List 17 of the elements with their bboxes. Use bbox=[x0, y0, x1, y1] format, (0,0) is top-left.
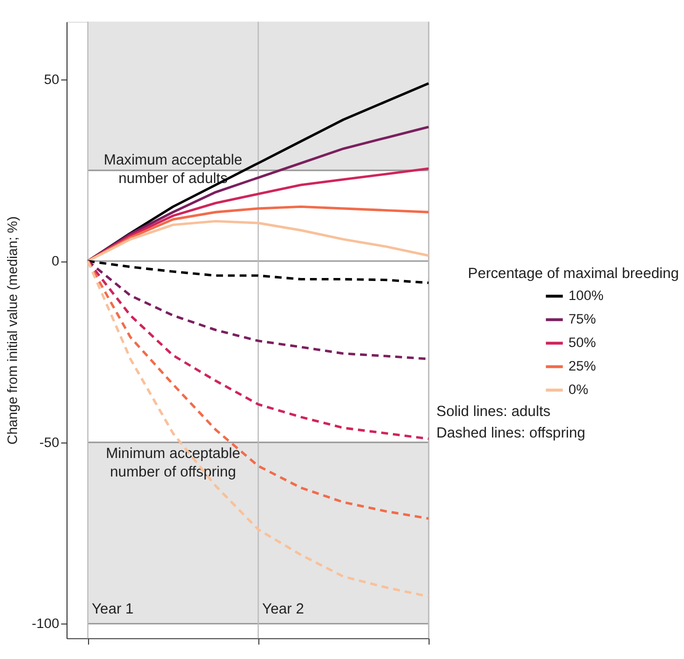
y-tick-label: 50 bbox=[44, 72, 60, 88]
annotation: Year 2 bbox=[262, 602, 304, 618]
text: Dashed lines: offspring bbox=[436, 426, 586, 442]
y-tick-label: -50 bbox=[39, 434, 60, 450]
legend-label: 50% bbox=[568, 335, 596, 350]
text: Solid lines: adults bbox=[436, 404, 550, 420]
y-tick-label: 0 bbox=[52, 253, 60, 268]
legend-label: 75% bbox=[568, 312, 596, 327]
legend-label: 100% bbox=[568, 288, 604, 304]
band-label: Minimum acceptable number of offspring bbox=[106, 446, 240, 481]
legend-title: Percentage of maximal breeding bbox=[468, 266, 679, 282]
y-tick-label: -100 bbox=[32, 616, 60, 632]
annotation: Year 1 bbox=[92, 602, 134, 618]
legend-label: 25% bbox=[568, 358, 596, 374]
band-label: Maximum acceptable number of adults bbox=[104, 152, 242, 188]
y-axis-title: Change from initial value (median; %) bbox=[5, 216, 20, 445]
legend-label: 0% bbox=[568, 382, 588, 398]
